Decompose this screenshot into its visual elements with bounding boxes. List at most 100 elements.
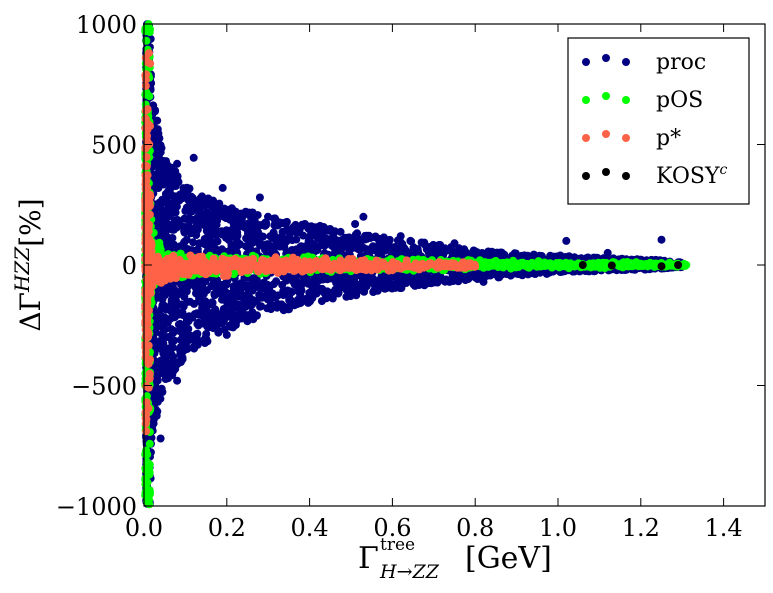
data-point (312, 289, 321, 298)
data-point (437, 246, 445, 255)
data-point (316, 221, 325, 230)
data-point (200, 314, 209, 323)
data-point (630, 260, 639, 269)
data-point (282, 217, 291, 226)
data-point (203, 322, 212, 331)
data-point (255, 221, 264, 230)
data-point (566, 261, 575, 269)
data-point (329, 242, 338, 250)
data-point (280, 243, 289, 252)
data-point (171, 178, 180, 187)
data-point (241, 242, 250, 251)
data-point (266, 300, 275, 309)
data-point (172, 223, 181, 232)
data-point (292, 228, 301, 237)
data-point (189, 153, 198, 162)
data-point (248, 235, 257, 244)
data-point (255, 193, 264, 202)
data-point (178, 308, 187, 317)
data-point (152, 133, 161, 142)
data-point (342, 292, 351, 301)
data-point (280, 304, 289, 313)
data-point (166, 345, 175, 353)
data-point (332, 236, 341, 245)
data-point (153, 116, 162, 125)
data-point (158, 388, 167, 396)
data-point (171, 198, 180, 207)
data-point (636, 261, 645, 269)
data-point (371, 246, 380, 255)
data-point (151, 146, 160, 155)
data-point (354, 245, 363, 254)
data-point (177, 280, 185, 289)
data-point (218, 295, 226, 304)
data-point (396, 232, 405, 241)
data-point (322, 293, 331, 302)
data-point (176, 358, 185, 366)
data-point (334, 289, 343, 298)
data-point (155, 238, 164, 247)
data-point (185, 215, 194, 224)
data-point (199, 238, 208, 247)
data-point (339, 283, 347, 292)
data-point (262, 221, 270, 230)
data-point (248, 221, 257, 230)
data-point (145, 439, 154, 448)
data-point (218, 183, 227, 192)
data-point (212, 309, 221, 318)
data-point (163, 178, 172, 187)
data-point (449, 248, 458, 257)
data-point (309, 240, 318, 249)
data-point (153, 125, 162, 134)
data-point (491, 258, 500, 267)
data-point (167, 364, 176, 373)
data-point (153, 376, 162, 385)
data-point (293, 286, 302, 295)
data-point (269, 280, 278, 289)
data-point (657, 235, 666, 244)
data-point (207, 282, 216, 291)
data-point (162, 305, 171, 314)
data-point (141, 466, 150, 475)
data-point (299, 231, 308, 240)
data-point (222, 330, 231, 339)
series-p (141, 49, 480, 436)
data-point (229, 282, 238, 291)
data-point (165, 187, 174, 196)
data-point (428, 242, 437, 251)
data-point (256, 302, 264, 311)
data-point (351, 220, 360, 228)
data-point (347, 287, 355, 296)
data-point (199, 289, 208, 298)
data-point (273, 291, 282, 300)
data-point (417, 277, 426, 286)
data-point (289, 276, 298, 285)
data-point (583, 253, 592, 262)
data-point (278, 280, 287, 289)
data-point (228, 320, 236, 329)
data-point (158, 295, 167, 304)
data-point (158, 356, 167, 364)
data-point (198, 282, 207, 291)
data-point (242, 234, 251, 243)
data-point (194, 319, 202, 328)
data-point (220, 305, 229, 314)
data-point (285, 296, 294, 305)
data-point (209, 209, 218, 218)
data-point (252, 275, 261, 284)
data-point (230, 227, 239, 236)
data-point (180, 292, 189, 301)
data-point (345, 274, 354, 283)
data-point (465, 272, 473, 281)
data-point (153, 182, 162, 191)
data-point (143, 459, 151, 468)
data-point (156, 203, 165, 212)
data-point (198, 196, 207, 205)
data-point (505, 259, 514, 268)
data-point (227, 311, 235, 320)
data-point (170, 285, 179, 294)
data-point (518, 271, 527, 280)
data-point (255, 234, 263, 243)
data-point (296, 243, 305, 252)
